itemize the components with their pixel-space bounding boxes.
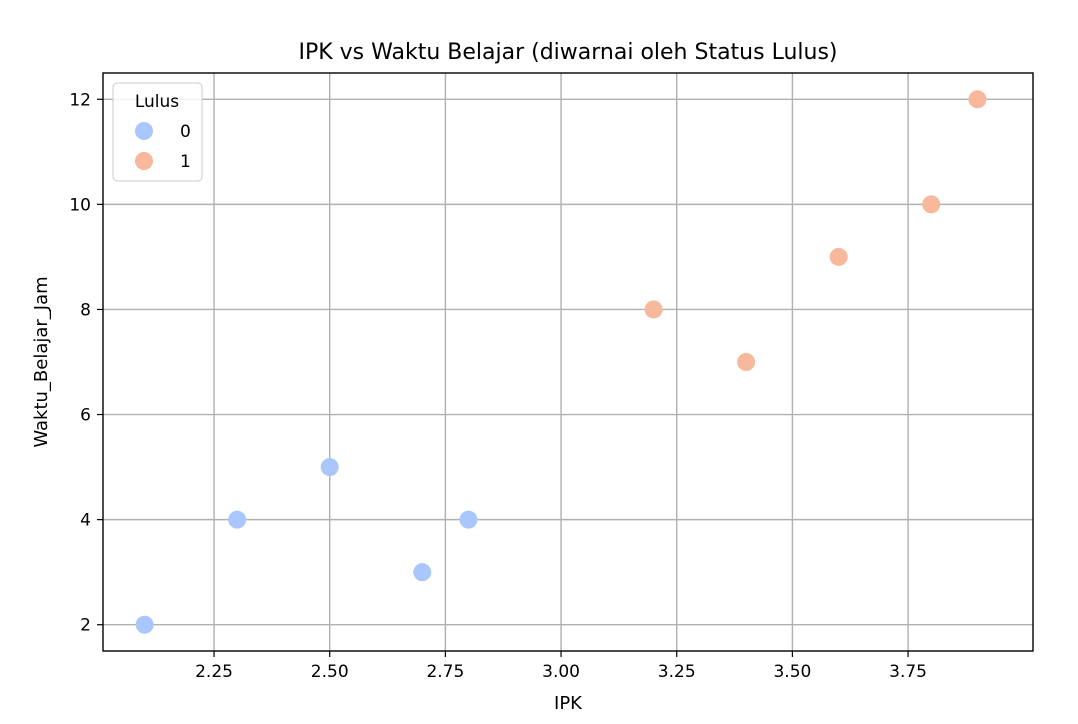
x-tick-label: 3.00 xyxy=(542,662,580,682)
data-points xyxy=(135,90,987,634)
x-tick-label: 3.50 xyxy=(773,662,811,682)
y-tick-label: 2 xyxy=(80,616,91,636)
chart-title: IPK vs Waktu Belajar (diwarnai oleh Stat… xyxy=(298,40,837,65)
y-tick-label: 8 xyxy=(80,300,91,320)
grid xyxy=(103,73,1033,651)
x-axis-label: IPK xyxy=(554,693,583,714)
y-tick-label: 12 xyxy=(69,90,91,110)
x-tick-label: 3.25 xyxy=(658,662,696,682)
x-tick-label: 2.25 xyxy=(195,662,233,682)
legend-marker-0 xyxy=(135,122,153,140)
legend-label-0: 0 xyxy=(180,122,191,142)
legend-marker-1 xyxy=(135,152,153,170)
data-point-lulus-1 xyxy=(922,195,941,214)
data-point-lulus-0 xyxy=(320,458,339,477)
data-point-lulus-1 xyxy=(968,90,987,109)
legend-box xyxy=(112,82,203,182)
x-tick-label: 2.75 xyxy=(426,662,464,682)
legend: Lulus 0 1 xyxy=(112,82,203,182)
y-axis-label: Waktu_Belajar_Jam xyxy=(31,276,52,447)
legend-title: Lulus xyxy=(135,92,179,112)
legend-label-1: 1 xyxy=(180,152,191,172)
data-point-lulus-1 xyxy=(829,247,848,266)
data-point-lulus-1 xyxy=(644,300,663,319)
y-tick-label: 4 xyxy=(80,511,91,531)
data-point-lulus-0 xyxy=(413,563,432,582)
data-point-lulus-0 xyxy=(228,510,247,529)
x-tick-label: 3.75 xyxy=(889,662,927,682)
data-point-lulus-0 xyxy=(135,615,154,634)
x-tick-label: 2.50 xyxy=(311,662,349,682)
y-tick-label: 6 xyxy=(80,406,91,426)
plot-area-frame xyxy=(102,72,1034,652)
data-point-lulus-0 xyxy=(459,510,478,529)
y-tick-label: 10 xyxy=(69,195,91,215)
data-point-lulus-1 xyxy=(737,353,756,371)
